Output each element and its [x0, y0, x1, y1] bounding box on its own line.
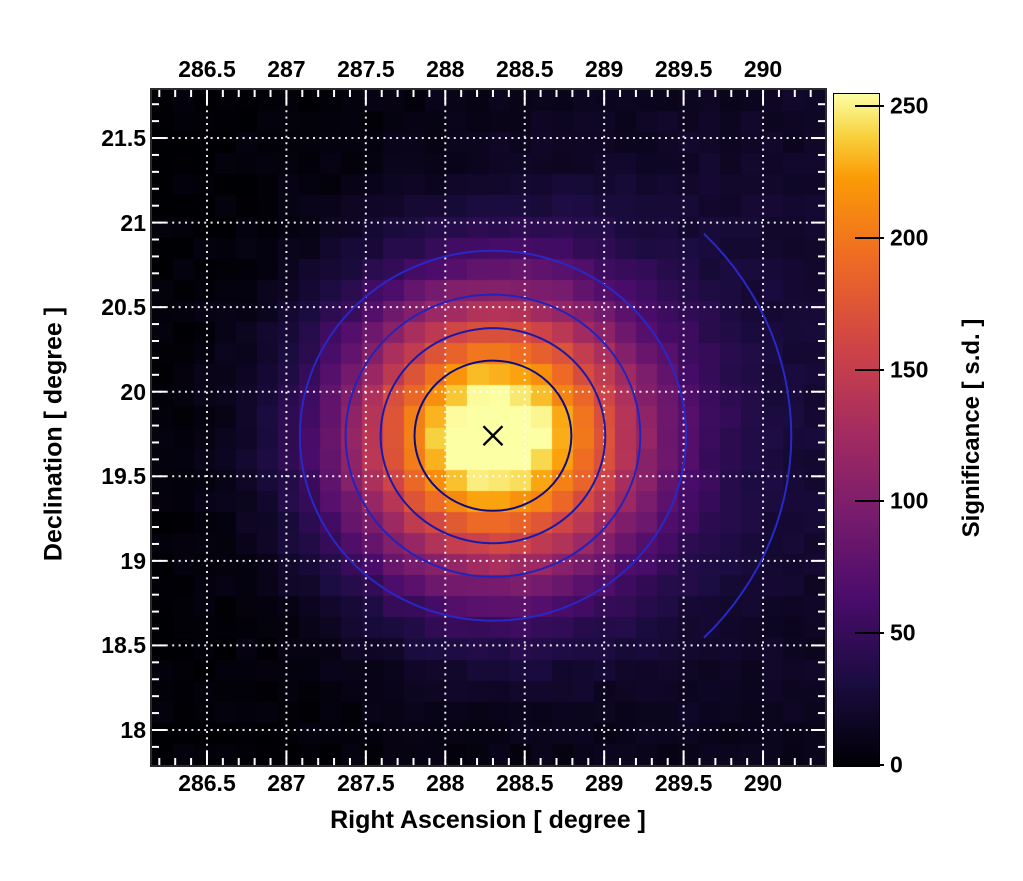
y-tick-label: 19 — [120, 547, 146, 574]
colorbar-tick — [855, 105, 884, 108]
colorbar-tick — [855, 632, 884, 635]
x-tick-label-bottom: 288.5 — [495, 770, 554, 796]
y-tick-label: 20.5 — [101, 294, 146, 321]
colorbar-tick-label: 250 — [890, 92, 929, 119]
skymap-plot — [150, 88, 827, 767]
y-tick-label: 21 — [120, 209, 146, 236]
y-tick-label: 18 — [120, 716, 146, 743]
x-tick-label-bottom: 288 — [426, 770, 465, 796]
colorbar — [833, 93, 880, 767]
y-tick-label: 18.5 — [101, 632, 146, 659]
colorbar-tick-label: 100 — [890, 487, 929, 514]
x-tick-label-top: 287 — [267, 56, 306, 82]
x-tick-label-top: 287.5 — [337, 56, 395, 82]
x-tick-label-top: 289 — [584, 56, 624, 82]
y-tick-label: 21.5 — [101, 125, 146, 152]
x-tick-label-top: 288.5 — [495, 56, 554, 82]
colorbar-tick-label: 200 — [890, 224, 929, 251]
significance-heatmap — [152, 90, 825, 765]
colorbar-title: Significance [ s.d. ] — [958, 318, 985, 538]
x-tick-label-bottom: 290 — [743, 770, 783, 796]
x-tick-label-bottom: 287 — [267, 770, 306, 796]
y-axis-title: Declination [ degree ] — [39, 306, 68, 562]
contour-ellipse — [413, 359, 573, 512]
contour-ellipse — [379, 327, 607, 545]
source-marker-icon — [482, 425, 504, 447]
x-tick-label-top: 288 — [426, 56, 465, 82]
x-tick-label-top: 286.5 — [178, 56, 236, 82]
colorbar-tick — [855, 368, 884, 371]
x-tick-label-bottom: 287.5 — [337, 770, 395, 796]
x-axis-title: Right Ascension [ degree ] — [330, 806, 646, 834]
contour-ellipse — [298, 249, 688, 622]
colorbar-tick — [855, 764, 884, 766]
colorbar-tick-label: 50 — [890, 619, 916, 646]
plot-overlay — [152, 90, 825, 765]
contour-ellipse — [344, 293, 642, 578]
colorbar-tick-label: 150 — [890, 356, 929, 383]
y-tick-label: 20 — [120, 378, 146, 405]
colorbar-tick-label: 0 — [890, 751, 903, 778]
y-tick-label: 19.5 — [101, 463, 146, 490]
x-tick-label-top: 289.5 — [654, 56, 713, 82]
x-tick-label-bottom: 286.5 — [178, 770, 236, 796]
x-tick-label-bottom: 289 — [584, 770, 624, 796]
x-tick-label-top: 290 — [743, 56, 783, 82]
colorbar-tick — [855, 236, 884, 239]
contour-arc — [703, 232, 793, 639]
x-tick-label-bottom: 289.5 — [654, 770, 713, 796]
colorbar-tick — [855, 500, 884, 503]
